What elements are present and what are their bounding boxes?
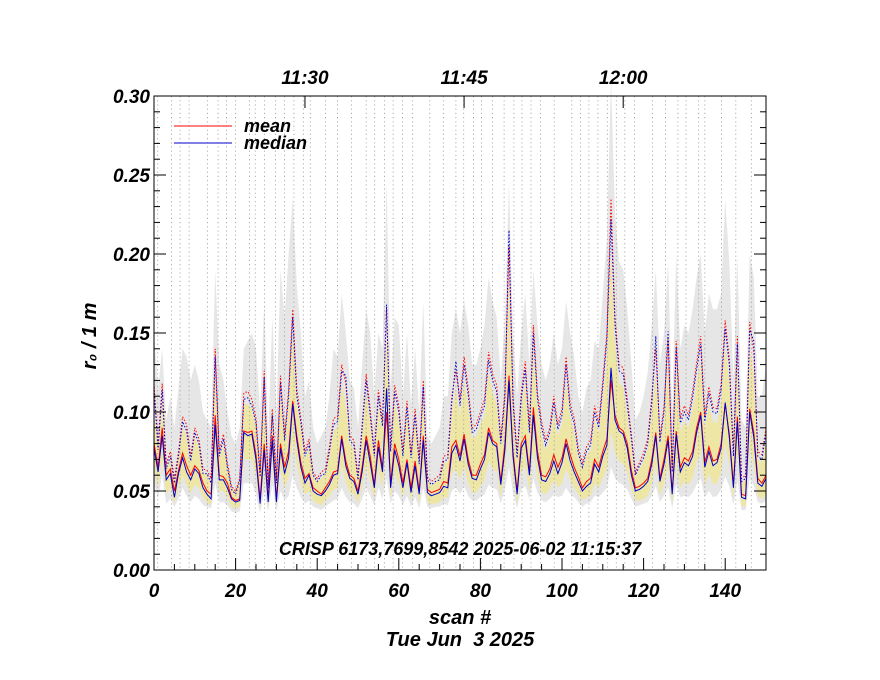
y-tick-label: 0.00 — [113, 561, 150, 582]
legend-label-mean: mean — [244, 116, 291, 136]
series-mean — [153, 375, 767, 502]
range-bands — [154, 80, 766, 514]
date-label: Tue Jun 3 2025 — [386, 629, 535, 651]
y-axis-title: r₀ / 1 m — [79, 303, 101, 370]
series-median-upper — [153, 219, 767, 496]
x-tick-label: 100 — [546, 581, 578, 602]
y-tick-label: 0.10 — [113, 403, 150, 424]
y-tick-label: 0.25 — [113, 166, 150, 187]
top-time-label: 12:00 — [599, 68, 648, 89]
x-tick-label: 40 — [306, 581, 329, 602]
y-tick-label: 0.20 — [113, 245, 150, 266]
x-tick-label: 80 — [470, 581, 492, 602]
series-mean-upper — [153, 198, 767, 492]
top-time-label: 11:30 — [281, 68, 329, 89]
x-tick-label: 20 — [224, 581, 247, 602]
x-tick-label: 140 — [709, 581, 741, 602]
top-time-label: 11:45 — [440, 68, 488, 89]
axis-ticks — [153, 95, 766, 571]
x-tick-label: 120 — [628, 581, 660, 602]
axis-tick-labels: 0.00 0.05 0.10 0.15 0.20 0.25 0.30 0 20 40 60 80 100… — [113, 68, 741, 602]
legend-label-median: median — [244, 133, 307, 153]
x-axis-title: scan # — [429, 607, 492, 629]
series-lines — [153, 198, 767, 504]
y-tick-label: 0.05 — [113, 482, 150, 503]
y-tick-label: 0.30 — [113, 87, 150, 108]
x-tick-label: 60 — [388, 581, 410, 602]
band-inner-range — [154, 254, 766, 509]
series-median — [153, 367, 767, 504]
x-tick-label: 0 — [149, 581, 160, 602]
y-tick-label: 0.15 — [113, 324, 150, 345]
legend: mean median — [174, 116, 307, 153]
annotation-text: CRISP 6173,7699,8542 2025-06-02 11:15:37 — [279, 539, 642, 559]
